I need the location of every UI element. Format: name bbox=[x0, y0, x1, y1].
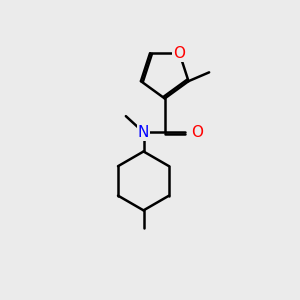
Text: O: O bbox=[190, 125, 202, 140]
Text: O: O bbox=[173, 46, 185, 61]
Text: N: N bbox=[138, 125, 149, 140]
